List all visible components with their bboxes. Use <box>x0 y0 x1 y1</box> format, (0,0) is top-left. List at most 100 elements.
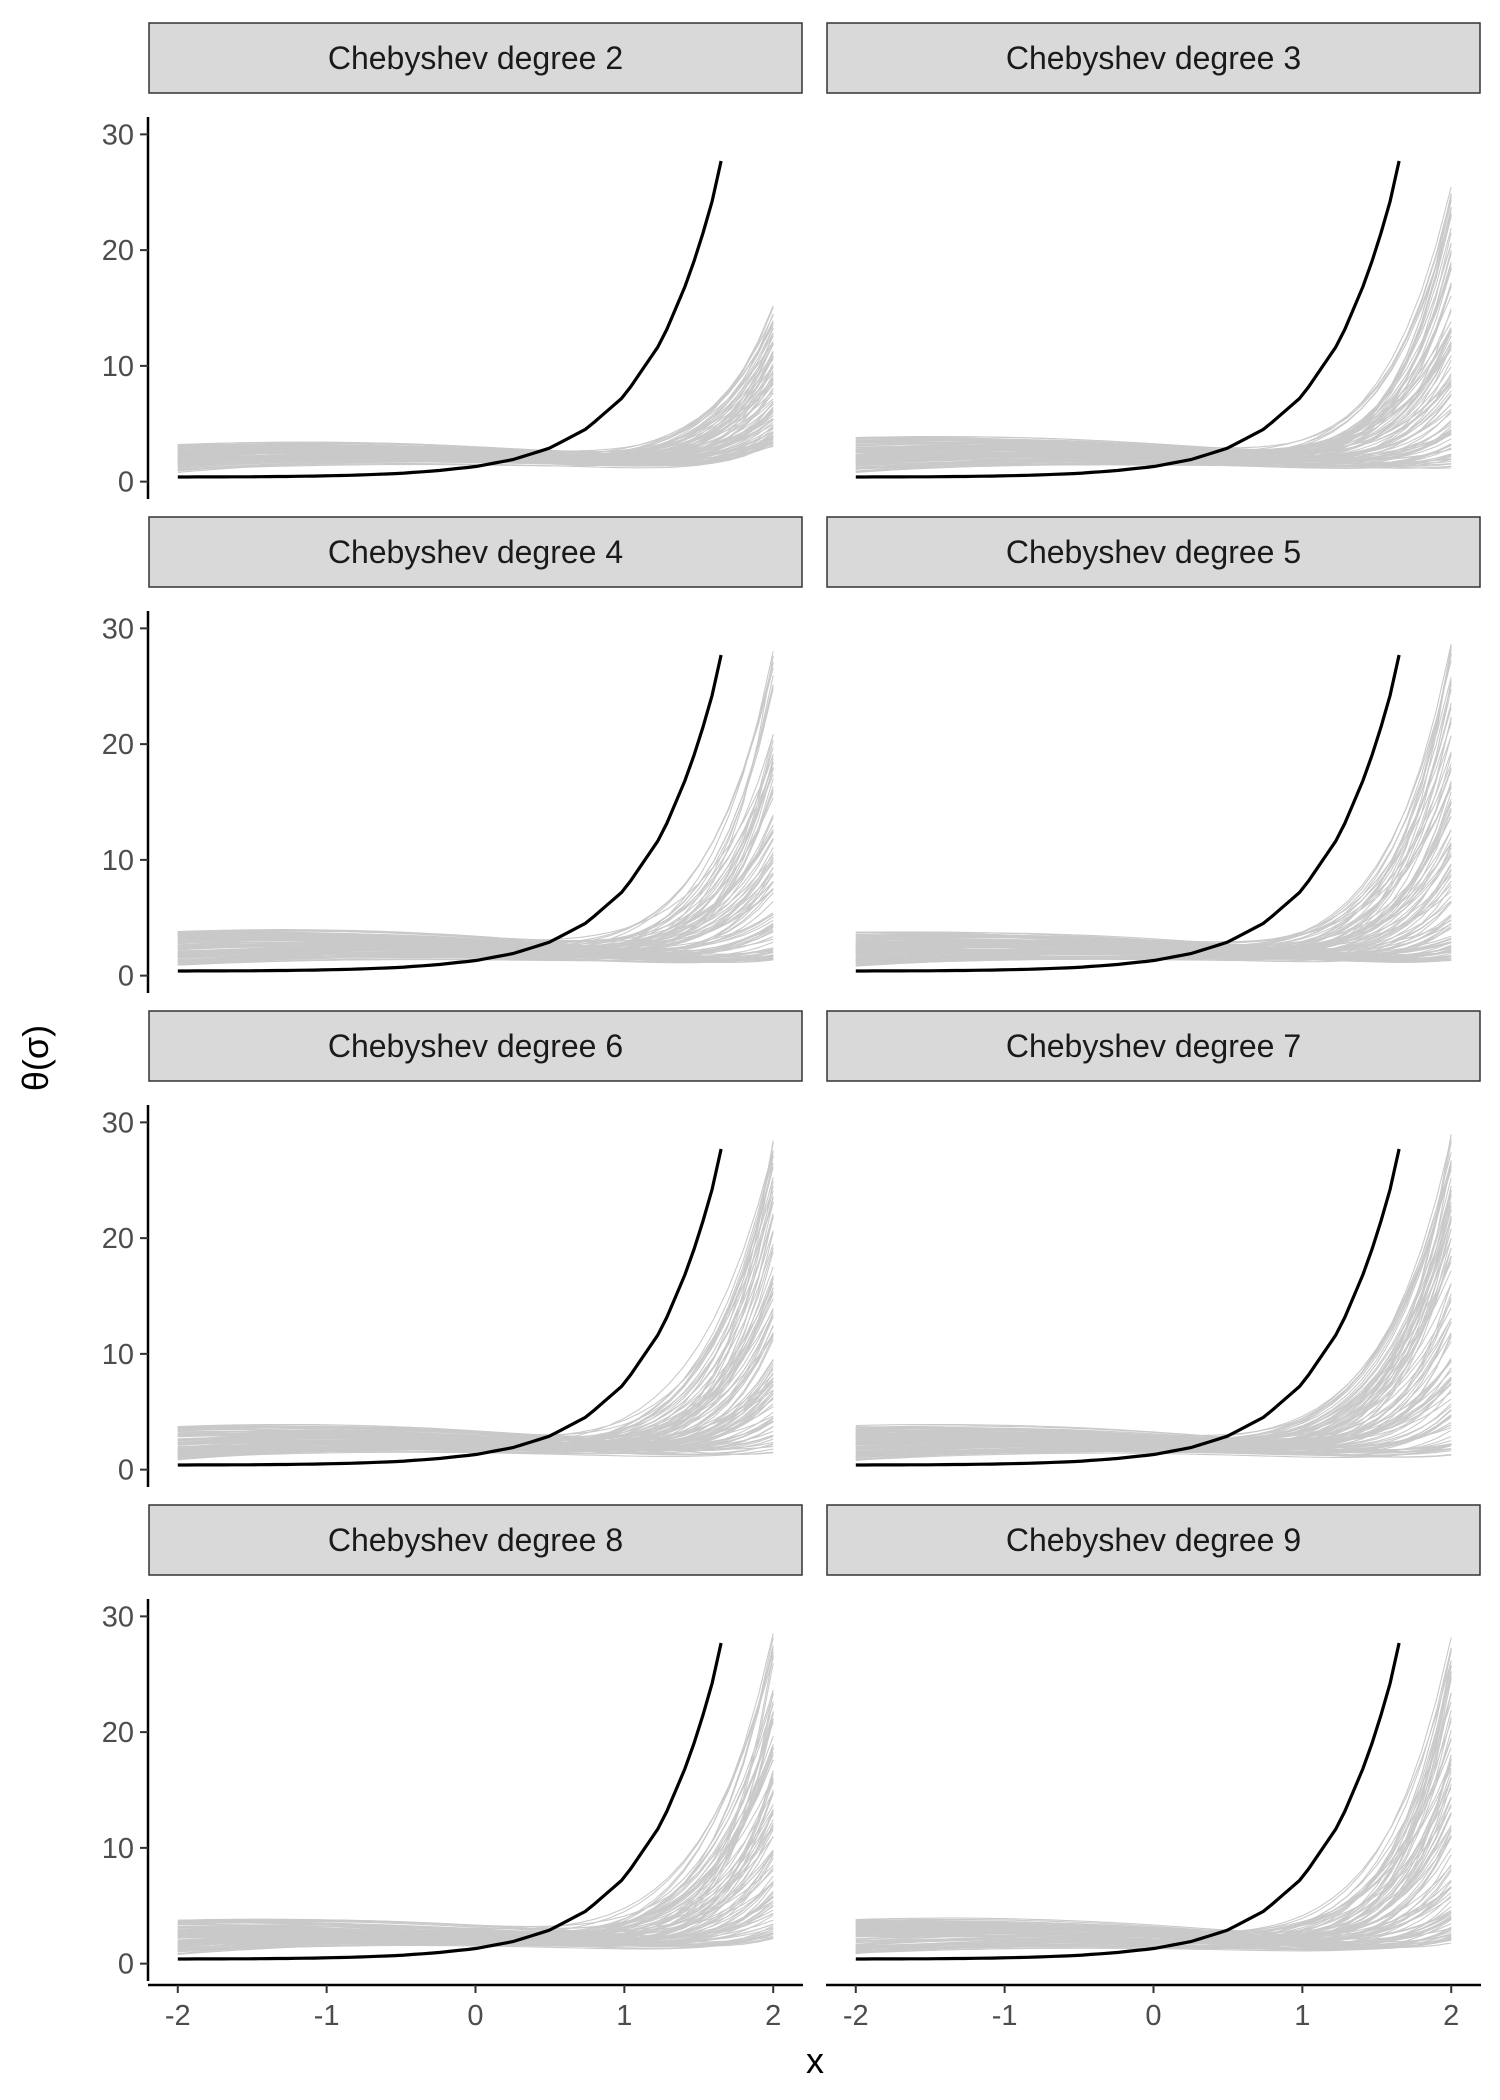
sample-line <box>177 398 774 458</box>
facet-strip-label: Chebyshev degree 3 <box>1006 40 1301 76</box>
y-tick-label: 10 <box>102 351 134 383</box>
sample-line <box>855 718 1452 958</box>
facet-strip-label: Chebyshev degree 4 <box>328 534 623 570</box>
sample-line <box>177 1751 774 1933</box>
sample-line <box>855 680 1452 953</box>
sample-curves <box>177 650 774 966</box>
sample-line <box>855 1215 1452 1459</box>
y-tick-label: 20 <box>102 1223 134 1255</box>
y-tick-label: 30 <box>102 613 134 645</box>
true-curve-line <box>177 654 723 973</box>
sample-line <box>855 1865 1452 1938</box>
sample-line <box>855 193 1452 458</box>
facet-panel: Chebyshev degree 3 <box>826 22 1481 479</box>
sample-line <box>177 356 774 457</box>
sample-line <box>855 1194 1452 1458</box>
sample-line <box>177 390 774 453</box>
sample-line <box>177 1448 774 1459</box>
y-tick-label: 0 <box>118 1455 134 1487</box>
facet-strip-label: Chebyshev degree 6 <box>328 1028 623 1064</box>
sample-line <box>855 1676 1452 1939</box>
sample-line <box>177 1905 774 1950</box>
sample-line <box>177 929 774 958</box>
sample-line <box>855 444 1452 469</box>
sample-line <box>855 1767 1452 1933</box>
facet-strip <box>148 1504 803 1576</box>
sample-line <box>177 754 774 943</box>
sample-line <box>177 1277 774 1459</box>
sample-line <box>177 947 774 962</box>
facet-strip <box>826 1010 1481 1082</box>
y-tick-label: 0 <box>118 961 134 993</box>
sample-line <box>177 1645 774 1933</box>
facet-strip <box>826 22 1481 94</box>
sample-line <box>177 432 774 464</box>
sample-line <box>855 1933 1452 1947</box>
y-axis-title: θ(σ) <box>15 1025 56 1091</box>
facet-strip-label: Chebyshev degree 2 <box>328 40 623 76</box>
facet-strip-label: Chebyshev degree 8 <box>328 1522 623 1558</box>
sample-line <box>855 283 1452 458</box>
sample-line <box>177 767 774 959</box>
x-tick-label: 0 <box>467 2000 483 2032</box>
sample-line <box>855 207 1452 451</box>
true-curve-line <box>855 1642 1401 1961</box>
sample-line <box>177 734 774 948</box>
sample-line <box>855 1754 1452 1935</box>
sample-line <box>855 1185 1452 1450</box>
sample-line <box>177 335 774 461</box>
facet-strip-label: Chebyshev degree 5 <box>1006 534 1301 570</box>
sample-line <box>177 1326 774 1455</box>
sample-curves <box>855 1134 1452 1461</box>
sample-line <box>177 685 774 951</box>
facet-strip-label: Chebyshev degree 9 <box>1006 1522 1301 1558</box>
sample-line <box>177 1142 774 1452</box>
sample-line <box>177 1378 774 1452</box>
sample-line <box>177 382 774 461</box>
sample-line <box>855 654 1452 959</box>
sample-curves <box>855 186 1452 473</box>
sample-line <box>177 952 774 964</box>
sample-line <box>177 1140 774 1457</box>
sample-line <box>177 1278 774 1446</box>
sample-line <box>177 688 774 945</box>
sample-line <box>177 1748 774 1944</box>
sample-line <box>177 438 774 470</box>
sample-line <box>855 1416 1452 1447</box>
true-curve-line <box>855 654 1401 973</box>
sample-line <box>855 950 1452 961</box>
facet-strip <box>826 516 1481 588</box>
facet-panel: Chebyshev degree 6 0 10 20 30 <box>102 1010 803 1487</box>
y-tick-label: 20 <box>102 235 134 267</box>
y-tick-label: 10 <box>102 845 134 877</box>
sample-line <box>177 769 774 961</box>
sample-line <box>855 444 1452 467</box>
sample-line <box>855 1759 1452 1933</box>
true-curve-line <box>855 1148 1401 1467</box>
facet-panel: Chebyshev degree 9 -2 -1 0 1 2 <box>826 1504 1481 2032</box>
sample-line <box>855 1332 1452 1440</box>
y-tick-label: 0 <box>118 1949 134 1981</box>
sample-line <box>855 1710 1452 1934</box>
sample-line <box>177 1190 774 1448</box>
sample-line <box>855 311 1452 459</box>
sample-line <box>855 186 1452 460</box>
sample-line <box>177 814 774 950</box>
sample-line <box>855 1341 1452 1446</box>
sample-line <box>177 747 774 950</box>
sample-line <box>855 1377 1452 1447</box>
true-curve-line <box>177 1642 723 1961</box>
sample-line <box>177 1633 774 1949</box>
sample-line <box>855 1813 1452 1937</box>
sample-line <box>177 435 774 461</box>
sample-line <box>177 1808 774 1942</box>
sample-line <box>177 1385 774 1448</box>
sample-line <box>177 1380 774 1442</box>
facet-strip-label: Chebyshev degree 7 <box>1006 1028 1301 1064</box>
sample-line <box>177 1149 774 1451</box>
sample-line <box>177 1325 774 1448</box>
sample-line <box>177 1711 774 1939</box>
sample-line <box>855 1408 1452 1453</box>
sample-line <box>855 1664 1452 1938</box>
sample-line <box>855 937 1452 956</box>
